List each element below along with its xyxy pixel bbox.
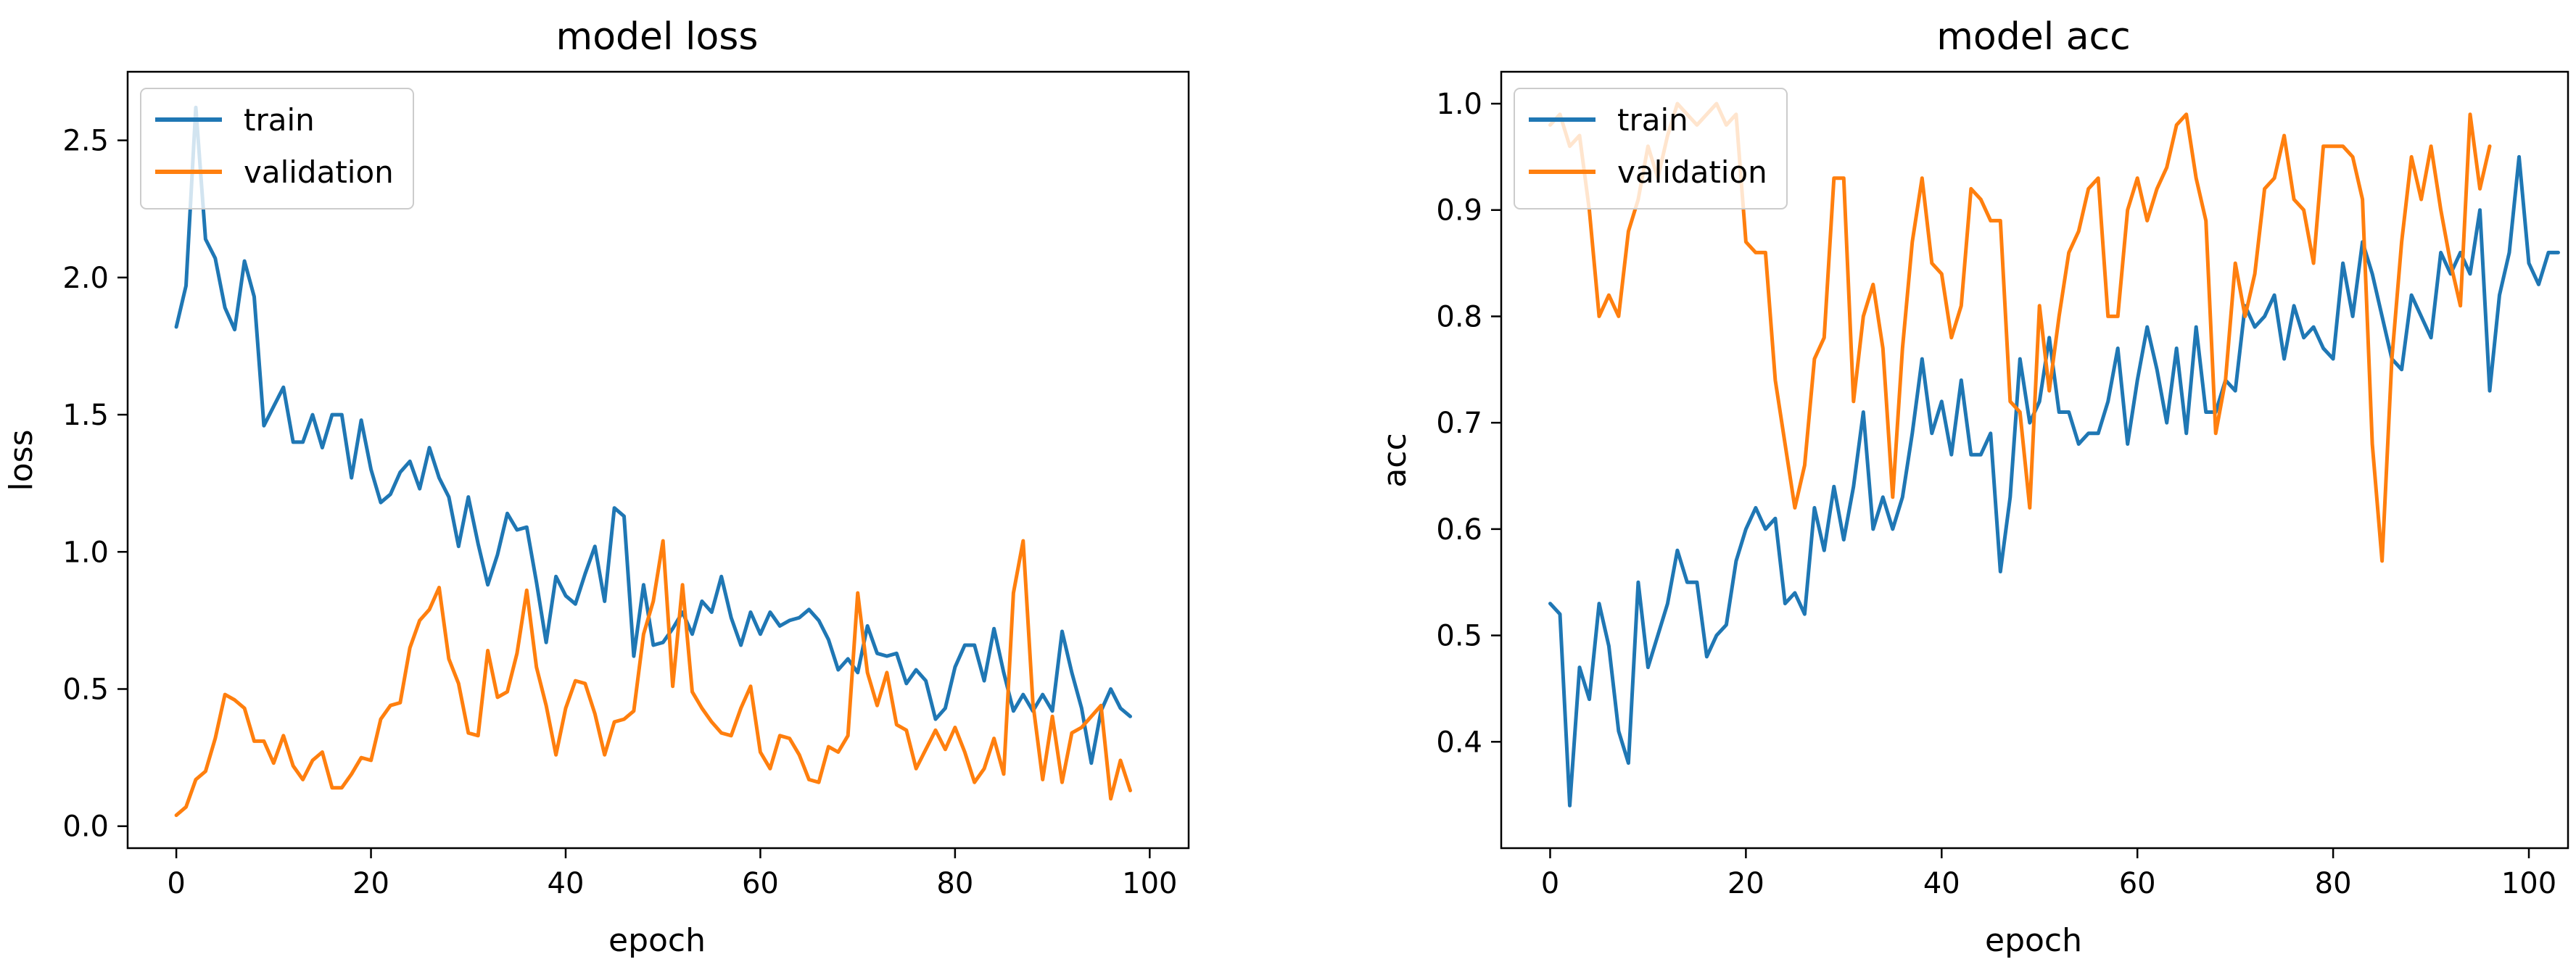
x-axis-label: epoch — [608, 922, 706, 959]
x-tick-label: 60 — [742, 867, 779, 900]
y-tick-label: 1.5 — [62, 399, 109, 432]
y-axis-label: acc — [1376, 433, 1413, 487]
loss-series — [174, 105, 1132, 818]
x-tick-label: 60 — [2119, 867, 2156, 900]
chart-title: model acc — [1936, 15, 2131, 59]
legend: train validation — [1514, 88, 1788, 209]
y-tick-label: 2.0 — [62, 262, 109, 295]
x-tick-label: 0 — [1541, 867, 1559, 900]
y-tick-label: 1.0 — [62, 536, 109, 569]
x-tick-label: 40 — [1923, 867, 1960, 900]
acc-chart: model acc 0 20 40 60 80 100 0.4 0.5 0.6 0.7 0.8 0.9… — [1376, 15, 2569, 959]
y-tick-label: 0.5 — [62, 673, 109, 707]
x-tick-label: 100 — [1122, 867, 1177, 900]
y-tick-label: 0.7 — [1436, 407, 1482, 440]
acc-ticks: 0 20 40 60 80 100 0.4 0.5 0.6 0.7 0.8 0.9 1.0 — [1436, 88, 2556, 900]
chart-title: model loss — [556, 15, 759, 59]
x-tick-label: 40 — [548, 867, 585, 900]
x-tick-label: 80 — [2315, 867, 2352, 900]
x-tick-label: 20 — [352, 867, 389, 900]
legend-validation-label: validation — [1617, 154, 1767, 190]
loss-ticks: 0 20 40 60 80 100 0.0 0.5 1.0 1.5 2.0 2.5 — [62, 125, 1177, 900]
legend-validation-label: validation — [244, 154, 394, 190]
y-tick-label: 1.0 — [1436, 88, 1482, 121]
series-line-train — [174, 105, 1132, 766]
y-axis-label: loss — [3, 430, 40, 491]
x-axis-label: epoch — [1985, 922, 2082, 959]
y-tick-label: 0.8 — [1436, 300, 1482, 333]
y-tick-label: 2.5 — [62, 125, 109, 158]
axes-frame — [1500, 70, 2569, 850]
legend: train validation — [140, 88, 414, 209]
y-tick-label: 0.4 — [1436, 726, 1482, 759]
y-tick-label: 0.0 — [62, 810, 109, 844]
series-line-train — [1548, 154, 2560, 808]
y-tick-label: 0.5 — [1436, 620, 1482, 653]
axes-frame — [126, 70, 1190, 850]
legend-train-label: train — [1617, 102, 1688, 138]
legend-train-label: train — [244, 102, 315, 138]
loss-chart: model loss 0 20 40 60 80 100 0.0 0.5 1.0 1.5 2.0 2.… — [3, 15, 1190, 959]
x-tick-label: 100 — [2501, 867, 2556, 900]
series-line-validation — [174, 539, 1132, 818]
x-tick-label: 80 — [936, 867, 973, 900]
y-tick-label: 0.6 — [1436, 513, 1482, 547]
x-tick-label: 0 — [167, 867, 185, 900]
y-tick-label: 0.9 — [1436, 194, 1482, 228]
x-tick-label: 20 — [1727, 867, 1764, 900]
